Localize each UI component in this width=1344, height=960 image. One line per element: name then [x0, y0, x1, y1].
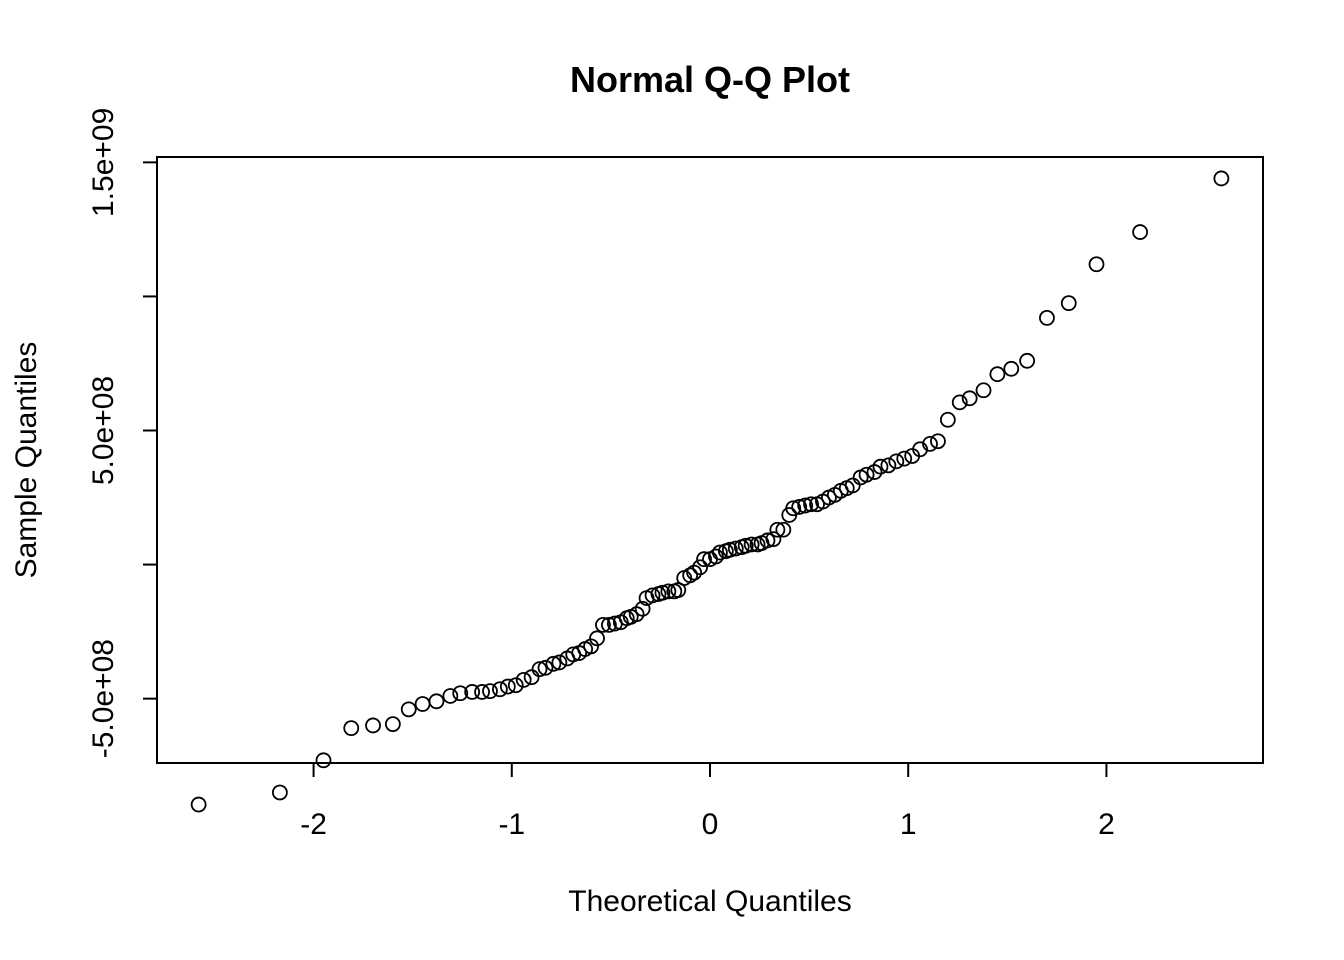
- data-point: [922, 436, 938, 452]
- y-tick-label: 5.0e+08: [87, 376, 120, 485]
- data-point: [1213, 170, 1230, 187]
- x-axis: -2 -1 0 1 2: [300, 762, 1115, 841]
- y-axis: -5.0e+08 5.0e+08 1.5e+09: [87, 108, 158, 758]
- data-point: [315, 752, 332, 769]
- data-point: [551, 654, 568, 671]
- x-tick-label: 1: [900, 808, 917, 841]
- data-point: [797, 497, 814, 514]
- data-point: [989, 366, 1006, 383]
- data-point: [654, 584, 671, 601]
- data-point: [765, 531, 782, 548]
- data-point: [930, 433, 946, 450]
- data-point: [545, 655, 562, 672]
- data-point: [474, 684, 490, 700]
- data-point: [712, 544, 728, 561]
- data-point: [452, 685, 469, 702]
- data-point: [1132, 224, 1149, 240]
- data-point: [482, 683, 498, 700]
- data-point: [721, 541, 738, 558]
- data-point: [692, 559, 708, 576]
- data-point: [1060, 295, 1077, 312]
- data-point: [507, 677, 524, 694]
- data-point: [583, 638, 599, 655]
- data-point: [531, 661, 548, 678]
- y-tick-label: -5.0e+08: [87, 639, 120, 758]
- data-point: [464, 684, 481, 700]
- data-point: [708, 548, 724, 565]
- data-point: [343, 720, 360, 737]
- data-point: [743, 536, 760, 553]
- x-tick-label: 0: [702, 808, 719, 841]
- data-point: [384, 716, 401, 733]
- data-point: [537, 659, 554, 676]
- data-point: [523, 669, 540, 686]
- data-point: [696, 551, 712, 568]
- data-point: [872, 458, 889, 475]
- data-point: [491, 681, 508, 698]
- data-point: [1019, 352, 1036, 369]
- data-point: [896, 450, 913, 467]
- data-point: [365, 717, 381, 734]
- data-point: [515, 671, 532, 688]
- data-point: [660, 583, 677, 600]
- data-point: [727, 540, 744, 557]
- data-point: [1088, 256, 1105, 273]
- data-point: [775, 521, 792, 538]
- data-point: [785, 500, 802, 517]
- data-point: [595, 617, 611, 633]
- data-point: [442, 688, 459, 704]
- y-tick-label: 1.5e+09: [87, 108, 120, 217]
- data-point: [428, 693, 445, 710]
- data-point: [912, 441, 929, 458]
- data-point: [880, 457, 897, 474]
- data-point: [644, 587, 661, 604]
- data-point: [791, 499, 808, 515]
- data-point: [414, 696, 431, 712]
- y-axis-label: Sample Quantiles: [10, 342, 43, 579]
- data-point: [601, 617, 617, 633]
- x-tick-label: -1: [498, 808, 525, 841]
- data-point: [975, 382, 992, 399]
- chart-title: Normal Q-Q Plot: [570, 59, 850, 100]
- data-point: [634, 600, 651, 617]
- x-tick-label: 2: [1098, 808, 1115, 841]
- data-point: [737, 537, 754, 554]
- data-points: [190, 170, 1230, 813]
- data-point: [190, 796, 207, 813]
- data-point: [1003, 360, 1020, 377]
- data-point: [803, 496, 819, 513]
- data-point: [866, 464, 883, 480]
- data-point: [961, 390, 978, 407]
- data-point: [844, 477, 861, 494]
- data-point: [888, 453, 905, 470]
- data-point: [682, 567, 699, 584]
- x-tick-label: -2: [300, 808, 327, 841]
- data-point: [769, 521, 786, 538]
- data-point: [589, 630, 605, 647]
- data-point: [1039, 309, 1055, 326]
- data-point: [951, 394, 968, 411]
- data-point: [499, 678, 516, 695]
- data-point: [858, 466, 875, 483]
- plot-frame: [156, 156, 1264, 764]
- data-point: [271, 784, 288, 801]
- data-point: [939, 411, 956, 428]
- data-point: [759, 532, 776, 549]
- x-axis-label: Theoretical Quantiles: [568, 885, 851, 918]
- data-point: [400, 701, 417, 718]
